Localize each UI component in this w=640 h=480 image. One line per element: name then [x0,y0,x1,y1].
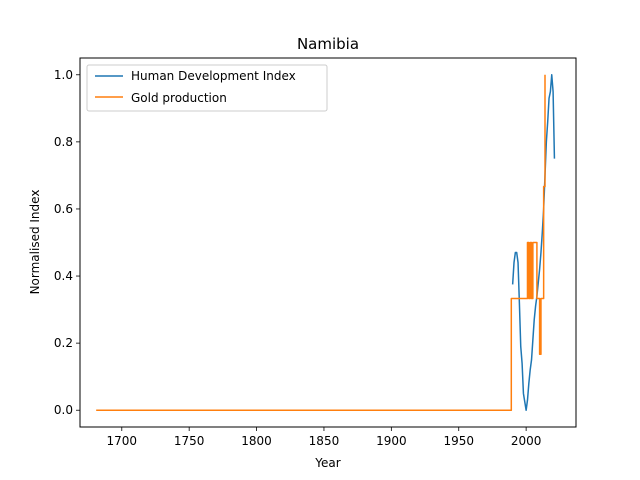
y-tick-label: 0.2 [54,336,73,350]
legend-label-gold: Gold production [131,91,227,105]
x-tick-label: 1750 [174,434,205,448]
x-tick-label: 1850 [309,434,340,448]
series-line-gold-production [96,74,546,411]
y-axis: 0.0 0.2 0.4 0.6 0.8 1.0 [54,68,80,417]
legend-label-hdi: Human Development Index [131,69,296,83]
y-tick-label: 0.4 [54,269,73,283]
x-tick-label: 2000 [511,434,542,448]
x-tick-label: 1700 [107,434,138,448]
x-tick-label: 1900 [376,434,407,448]
plot-area [79,57,577,428]
plot-frame [79,57,577,428]
legend: Human Development Index Gold production [86,64,328,112]
y-tick-label: 0.6 [54,202,73,216]
plot-background [80,58,576,427]
legend-box [86,64,328,112]
x-axis-label: Year [314,456,340,470]
x-tick-label: 1800 [241,434,272,448]
series-line-hdi [511,74,556,411]
series-layer [96,74,556,411]
y-axis-label: Normalised Index [28,190,42,295]
x-tick-label: 1950 [443,434,474,448]
x-axis: 1700 1750 1800 1850 1900 1950 2000 [107,427,542,448]
y-tick-label: 1.0 [54,68,73,82]
chart-title: Namibia [297,35,359,53]
y-tick-label: 0.0 [54,403,73,417]
y-tick-label: 0.8 [54,135,73,149]
